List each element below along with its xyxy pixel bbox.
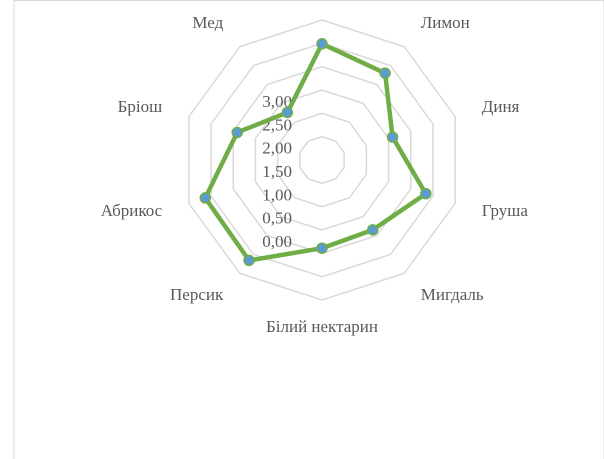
marker — [386, 131, 399, 143]
category-label: Диня — [482, 97, 520, 116]
marker — [366, 224, 379, 236]
grid-ring — [210, 42, 434, 278]
grid-ring — [232, 65, 412, 255]
y-tick-label: 3,00 — [262, 92, 292, 111]
y-tick-label: 1,50 — [262, 162, 292, 181]
chart-frame — [13, 0, 604, 459]
marker — [379, 67, 391, 79]
category-label: Білий нектарин — [266, 317, 378, 336]
category-label: Персик — [170, 285, 224, 304]
marker — [420, 187, 432, 200]
y-tick-label: 0,00 — [262, 232, 292, 251]
category-label: Мигдаль — [421, 285, 484, 304]
marker — [243, 254, 255, 267]
y-tick-label: 1,00 — [262, 185, 292, 204]
grid-ring — [254, 89, 390, 231]
marker — [316, 242, 328, 254]
grid-ring — [299, 135, 345, 185]
marker — [231, 126, 243, 139]
marker — [316, 38, 328, 50]
marker — [281, 106, 294, 119]
category-label: Абрикос — [101, 201, 163, 220]
grid-ring — [276, 112, 368, 208]
category-label: Лимон — [421, 13, 470, 32]
category-label: Груша — [482, 201, 529, 220]
category-label: Мед — [192, 13, 223, 32]
grid-ring — [188, 19, 456, 301]
category-label: Бріош — [118, 97, 163, 116]
marker — [199, 192, 212, 204]
y-tick-label: 2,00 — [262, 139, 292, 158]
y-tick-label: 0,50 — [262, 209, 292, 228]
